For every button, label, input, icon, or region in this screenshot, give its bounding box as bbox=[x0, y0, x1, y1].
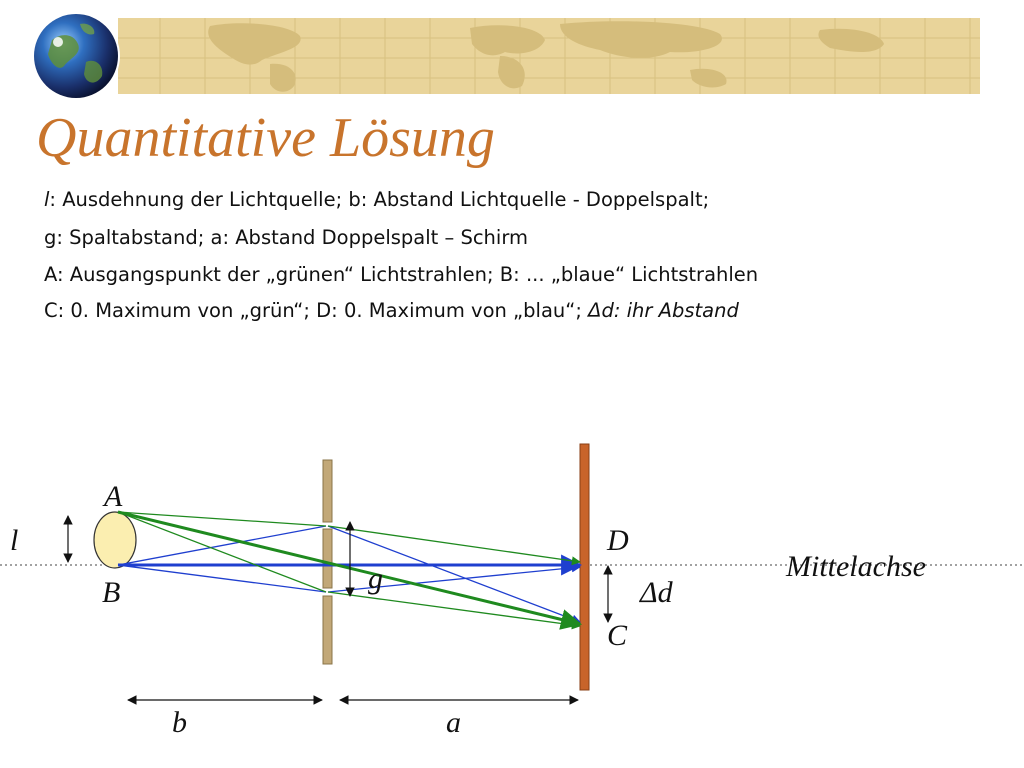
light-source bbox=[93, 511, 137, 569]
label-b-distance: b bbox=[172, 706, 187, 739]
page-title: Quantitative Lösung bbox=[36, 107, 495, 169]
label-l: l bbox=[10, 524, 18, 557]
legend-line-2: g: Spaltabstand; a: Abstand Doppelspalt … bbox=[44, 226, 528, 249]
slit-plate-middle bbox=[322, 528, 333, 589]
label-d-point: D bbox=[606, 524, 629, 557]
legend-line-1-text: : Ausdehnung der Lichtquelle; b: Abstand… bbox=[49, 188, 710, 211]
legend-line-3: A: Ausgangspunkt der „grünen“ Lichtstrah… bbox=[44, 263, 759, 286]
label-b-point: B bbox=[102, 576, 120, 609]
label-mittelachse: Mittelachse bbox=[785, 550, 926, 583]
slit-plate-bottom bbox=[322, 595, 333, 665]
legend-line-4-text: C: 0. Maximum von „grün“; D: 0. Maximum … bbox=[44, 299, 582, 322]
double-slit-plate bbox=[322, 459, 333, 665]
label-g: g bbox=[368, 562, 383, 595]
blue-ray-slit-bottom-to-d bbox=[327, 563, 581, 593]
green-ray-slit-top-to-d bbox=[327, 525, 581, 566]
world-map-strip bbox=[118, 18, 980, 94]
label-c-point: C bbox=[607, 619, 628, 652]
green-rays bbox=[117, 511, 581, 630]
label-a-point: A bbox=[102, 480, 123, 513]
blue-ray-slit-top-to-c bbox=[327, 525, 581, 624]
slit-plate-top bbox=[322, 459, 333, 523]
double-slit-diagram: A B l g D C Δd Mittelachse b a bbox=[0, 443, 1024, 739]
label-a-distance: a bbox=[446, 706, 461, 739]
header-banner bbox=[32, 12, 980, 100]
legend-line-1-symbol: l bbox=[44, 188, 50, 211]
green-ray-a-to-slit-bottom bbox=[117, 511, 327, 593]
blue-ray-b-to-slit-top bbox=[117, 525, 327, 566]
legend-line-1: l: Ausdehnung der Lichtquelle; b: Abstan… bbox=[44, 190, 709, 210]
label-delta-d: Δd bbox=[639, 576, 674, 609]
legend-line-4: C: 0. Maximum von „grün“; D: 0. Maximum … bbox=[44, 301, 739, 321]
legend-line-4-italic: Δd: ihr Abstand bbox=[588, 299, 739, 322]
green-ray-slit-bottom-to-c bbox=[327, 591, 581, 630]
blue-ray-b-to-slit-bottom bbox=[117, 564, 327, 593]
screen bbox=[579, 443, 590, 691]
globe-icon bbox=[32, 12, 120, 100]
green-ray-a-to-slit-top bbox=[117, 511, 327, 527]
blue-rays bbox=[117, 525, 581, 624]
